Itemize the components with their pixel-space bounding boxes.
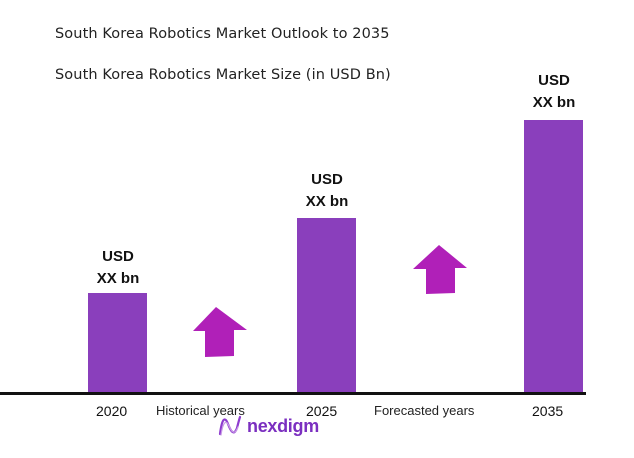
up-arrow-icon — [193, 307, 247, 357]
bar-2020 — [88, 293, 147, 393]
up-arrow-icon — [413, 245, 467, 294]
bar-2035 — [524, 120, 583, 393]
bar-value-label-2025: USD XX bn — [277, 169, 377, 213]
bar-value-label-2035: USD XX bn — [504, 70, 604, 114]
bar-label-value: XX bn — [305, 193, 349, 210]
historical-years-label: Historical years — [156, 403, 245, 418]
bar-label-value: XX bn — [96, 270, 140, 287]
bar-2025 — [297, 218, 356, 393]
nexdigm-wave-icon — [218, 415, 242, 436]
x-axis-baseline — [0, 392, 586, 395]
bar-label-currency: USD — [311, 171, 343, 188]
x-tick-2025: 2025 — [306, 403, 338, 419]
logo-text: nexdigm — [247, 415, 319, 436]
x-tick-2035: 2035 — [532, 403, 564, 419]
x-tick-2020: 2020 — [96, 403, 128, 419]
bar-label-value: XX bn — [532, 94, 576, 111]
chart-title: South Korea Robotics Market Outlook to 2… — [55, 26, 390, 42]
forecasted-years-label: Forecasted years — [374, 403, 475, 418]
bar-value-label-2020: USD XX bn — [68, 246, 168, 290]
chart-subtitle: South Korea Robotics Market Size (in USD… — [55, 67, 391, 83]
bar-label-currency: USD — [538, 72, 570, 89]
nexdigm-logo: nexdigm — [217, 414, 319, 438]
bar-label-currency: USD — [102, 248, 134, 265]
